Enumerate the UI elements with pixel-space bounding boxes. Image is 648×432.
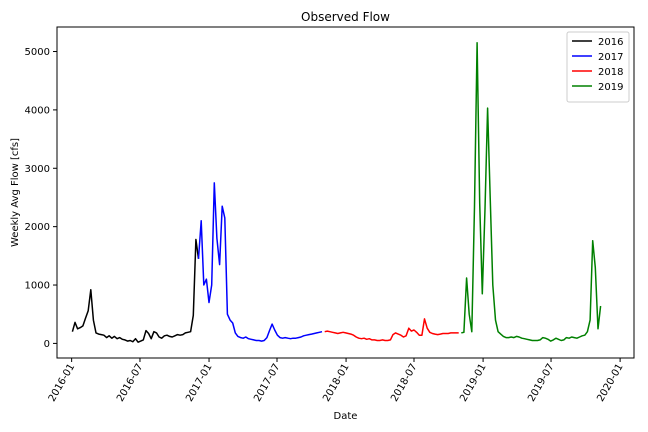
series-line-2018 [324, 318, 459, 342]
x-tick-label: 2018-07 [389, 362, 419, 404]
x-tick-label: 2019-07 [526, 362, 556, 404]
x-tick-label: 2019-01 [458, 362, 488, 404]
x-tick-label: 2018-01 [321, 362, 351, 404]
plot-frame [56, 26, 635, 359]
y-tick-label: 0 [44, 339, 50, 350]
plot-lines [71, 42, 602, 343]
y-tick-label: 3000 [25, 164, 50, 175]
legend: 2016 2017 2018 2019 [566, 31, 630, 103]
y-tick-label: 5000 [25, 47, 50, 58]
x-tick-label: 2017-01 [184, 362, 214, 404]
series-line-2016 [71, 238, 200, 343]
legend-label-2018: 2018 [598, 67, 623, 78]
legend-label-2019: 2019 [598, 82, 623, 93]
x-axis-title: Date [334, 411, 358, 422]
x-tick-label: 2017-07 [252, 362, 282, 404]
x-tick-label: 2016-01 [47, 362, 77, 404]
x-tick-label: 2016-07 [115, 362, 145, 404]
y-axis: 0 1000 2000 3000 4000 5000 [25, 47, 57, 350]
legend-label-2016: 2016 [598, 37, 623, 48]
series-line-2019 [461, 42, 602, 342]
y-tick-label: 2000 [25, 222, 50, 233]
chart-title: Observed Flow [301, 10, 390, 24]
x-tick-label: 2020-01 [595, 362, 625, 404]
y-tick-label: 1000 [25, 281, 50, 292]
legend-box [566, 31, 630, 103]
y-tick-label: 4000 [25, 105, 50, 116]
legend-label-2017: 2017 [598, 52, 623, 63]
x-axis: 2016-01 2016-07 2017-01 2017-07 2018-01 2018-… [47, 358, 626, 404]
y-axis-title: Weekly Avg Flow [cfs] [10, 138, 21, 247]
series-line-2017 [197, 182, 323, 342]
